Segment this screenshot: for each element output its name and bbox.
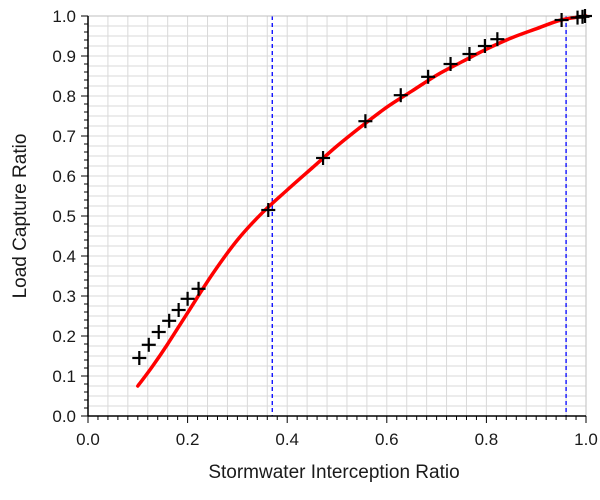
x-tick-label: 0.2 [176,430,200,449]
data-point [477,39,492,53]
data-point [490,32,505,47]
x-tick-label: 0.6 [375,430,399,449]
y-tick-label: 0.4 [52,247,76,266]
tick-labels: 0.0 0.2 0.4 0.6 0.8 1.0 0.0 0.1 0.2 0.3 0.4 0.5 0.6 0… [52,7,597,449]
data-point [132,351,147,365]
y-tick-label: 0.6 [52,167,76,186]
data-point [462,47,477,61]
y-tick-label: 0.2 [52,327,76,346]
x-tick-label: 0.0 [76,430,100,449]
y-tick-label: 0.3 [52,287,76,306]
data-point [443,57,458,71]
y-tick-label: 0.9 [52,47,76,66]
y-tick-label: 0.0 [52,407,76,426]
fit-curve-line [136,14,588,388]
data-point [151,325,166,339]
x-axis-title: Stormwater Interception Ratio [208,462,459,483]
grid [88,16,586,416]
data-point [180,291,195,306]
y-tick-label: 0.5 [52,207,76,226]
data-point [554,13,569,27]
x-tick-label: 0.4 [275,430,299,449]
data-point [358,114,373,129]
y-tick-label: 0.8 [52,87,76,106]
y-tick-label: 1.0 [52,7,76,26]
x-tick-label: 1.0 [574,430,598,449]
y-tick-label: 0.7 [52,127,76,146]
data-point [261,203,276,217]
axes [81,15,587,423]
data-point [393,88,408,103]
y-axis-title: Load Capture Ratio [10,134,31,299]
data-point [421,69,436,84]
data-point [316,151,331,165]
fit-curve [136,14,588,388]
y-tick-label: 0.1 [52,367,76,386]
x-tick-label: 0.8 [475,430,499,449]
data-point [171,303,186,317]
data-point [162,313,177,328]
reference-lines [271,16,567,416]
data-point [578,9,593,23]
data-point [141,337,156,352]
data-point [191,281,206,296]
data-points [132,9,593,365]
